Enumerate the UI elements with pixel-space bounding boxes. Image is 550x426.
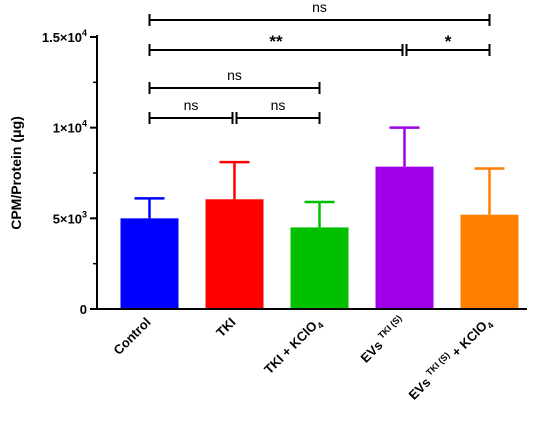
x-tick-label-1: TKI (213, 315, 238, 340)
sig-bracket-3 (148, 44, 404, 56)
y-tick-label-0: 0 (80, 302, 87, 317)
bar-0 (120, 218, 179, 309)
x-tick-label-3: EVs TKI (S) (356, 313, 408, 365)
y-axis-label: CPM/Protein (μg) (8, 116, 24, 230)
sig-label-0: ns (184, 97, 199, 113)
sig-label-5: ns (312, 0, 327, 15)
sig-bracket-5 (148, 14, 491, 26)
x-tick-label-2: TKI + KClO4 (261, 315, 326, 380)
sig-bracket-0 (148, 112, 234, 124)
sig-bracket-4 (405, 44, 491, 56)
x-tick-label-0: Control (110, 315, 153, 358)
sig-bracket-1 (235, 112, 321, 124)
y-ticks: 0 5×103 1×104 1.5×104 (42, 28, 97, 317)
y-tick-label-2: 1×104 (53, 119, 87, 136)
x-tick-labels: Control TKI TKI + KClO4 EVs TKI (S)EVs TKI … (110, 313, 496, 405)
error-bars (134, 126, 505, 228)
sig-label-1: ns (271, 97, 286, 113)
bars (120, 166, 519, 309)
sig-bracket-2 (148, 82, 321, 94)
sig-label-4: * (445, 32, 452, 51)
sig-label-3: ** (269, 32, 283, 51)
y-tick-label-1: 5×103 (53, 209, 87, 226)
y-tick-label-3: 1.5×104 (42, 28, 87, 45)
bar-4 (460, 214, 519, 309)
x-tick-label-4: EVs TKI (S) + KClO4 (404, 313, 496, 405)
bar-1 (205, 199, 264, 309)
bar-2 (290, 227, 349, 309)
bar-3 (375, 166, 434, 309)
sig-label-2: ns (227, 67, 242, 83)
